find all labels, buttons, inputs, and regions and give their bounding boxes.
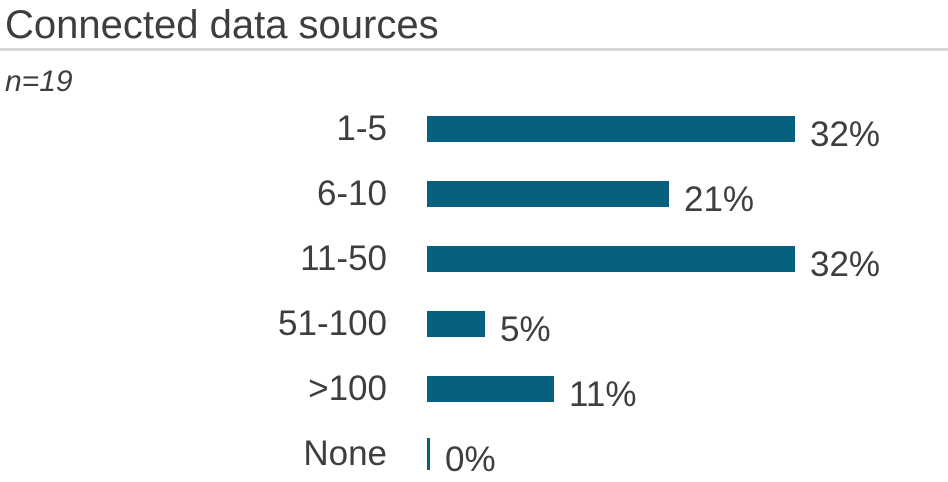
sample-size-note: n=19: [5, 65, 73, 98]
value-label: 0%: [445, 440, 496, 479]
bar: [427, 375, 554, 402]
category-label: 11-50: [300, 239, 387, 278]
bar-area: 32%: [427, 241, 948, 282]
chart-title: Connected data sources: [0, 0, 948, 51]
category-label: 6-10: [316, 174, 387, 213]
bar-area: 32%: [427, 111, 948, 152]
bar: [427, 245, 795, 272]
category-label: 51-100: [278, 304, 387, 343]
chart-row: None 0%: [0, 421, 948, 482]
value-label: 32%: [810, 245, 881, 284]
chart-row: 51-100 5%: [0, 291, 948, 356]
category-label: 1-5: [336, 109, 387, 148]
bar: [427, 115, 795, 142]
value-label: 5%: [500, 310, 551, 349]
chart-row: 11-50 32%: [0, 226, 948, 291]
chart-row: 6-10 21%: [0, 161, 948, 226]
chart-row: 1-5 32%: [0, 96, 948, 161]
category-label: None: [303, 434, 387, 473]
category-label: >100: [308, 369, 387, 408]
value-label: 21%: [684, 180, 755, 219]
bar: [427, 437, 430, 470]
value-label: 32%: [810, 115, 881, 154]
bar-area: 0%: [427, 436, 948, 477]
chart-row: >100 11%: [0, 356, 948, 421]
value-label: 11%: [569, 375, 637, 414]
bar-area: 21%: [427, 176, 948, 217]
bar: [427, 310, 485, 337]
bar-area: 5%: [427, 306, 948, 347]
bar: [427, 180, 669, 207]
bar-area: 11%: [427, 371, 948, 412]
bar-chart: 1-5 32% 6-10 21% 11-50 32% 51-100 5% >10…: [0, 96, 948, 482]
